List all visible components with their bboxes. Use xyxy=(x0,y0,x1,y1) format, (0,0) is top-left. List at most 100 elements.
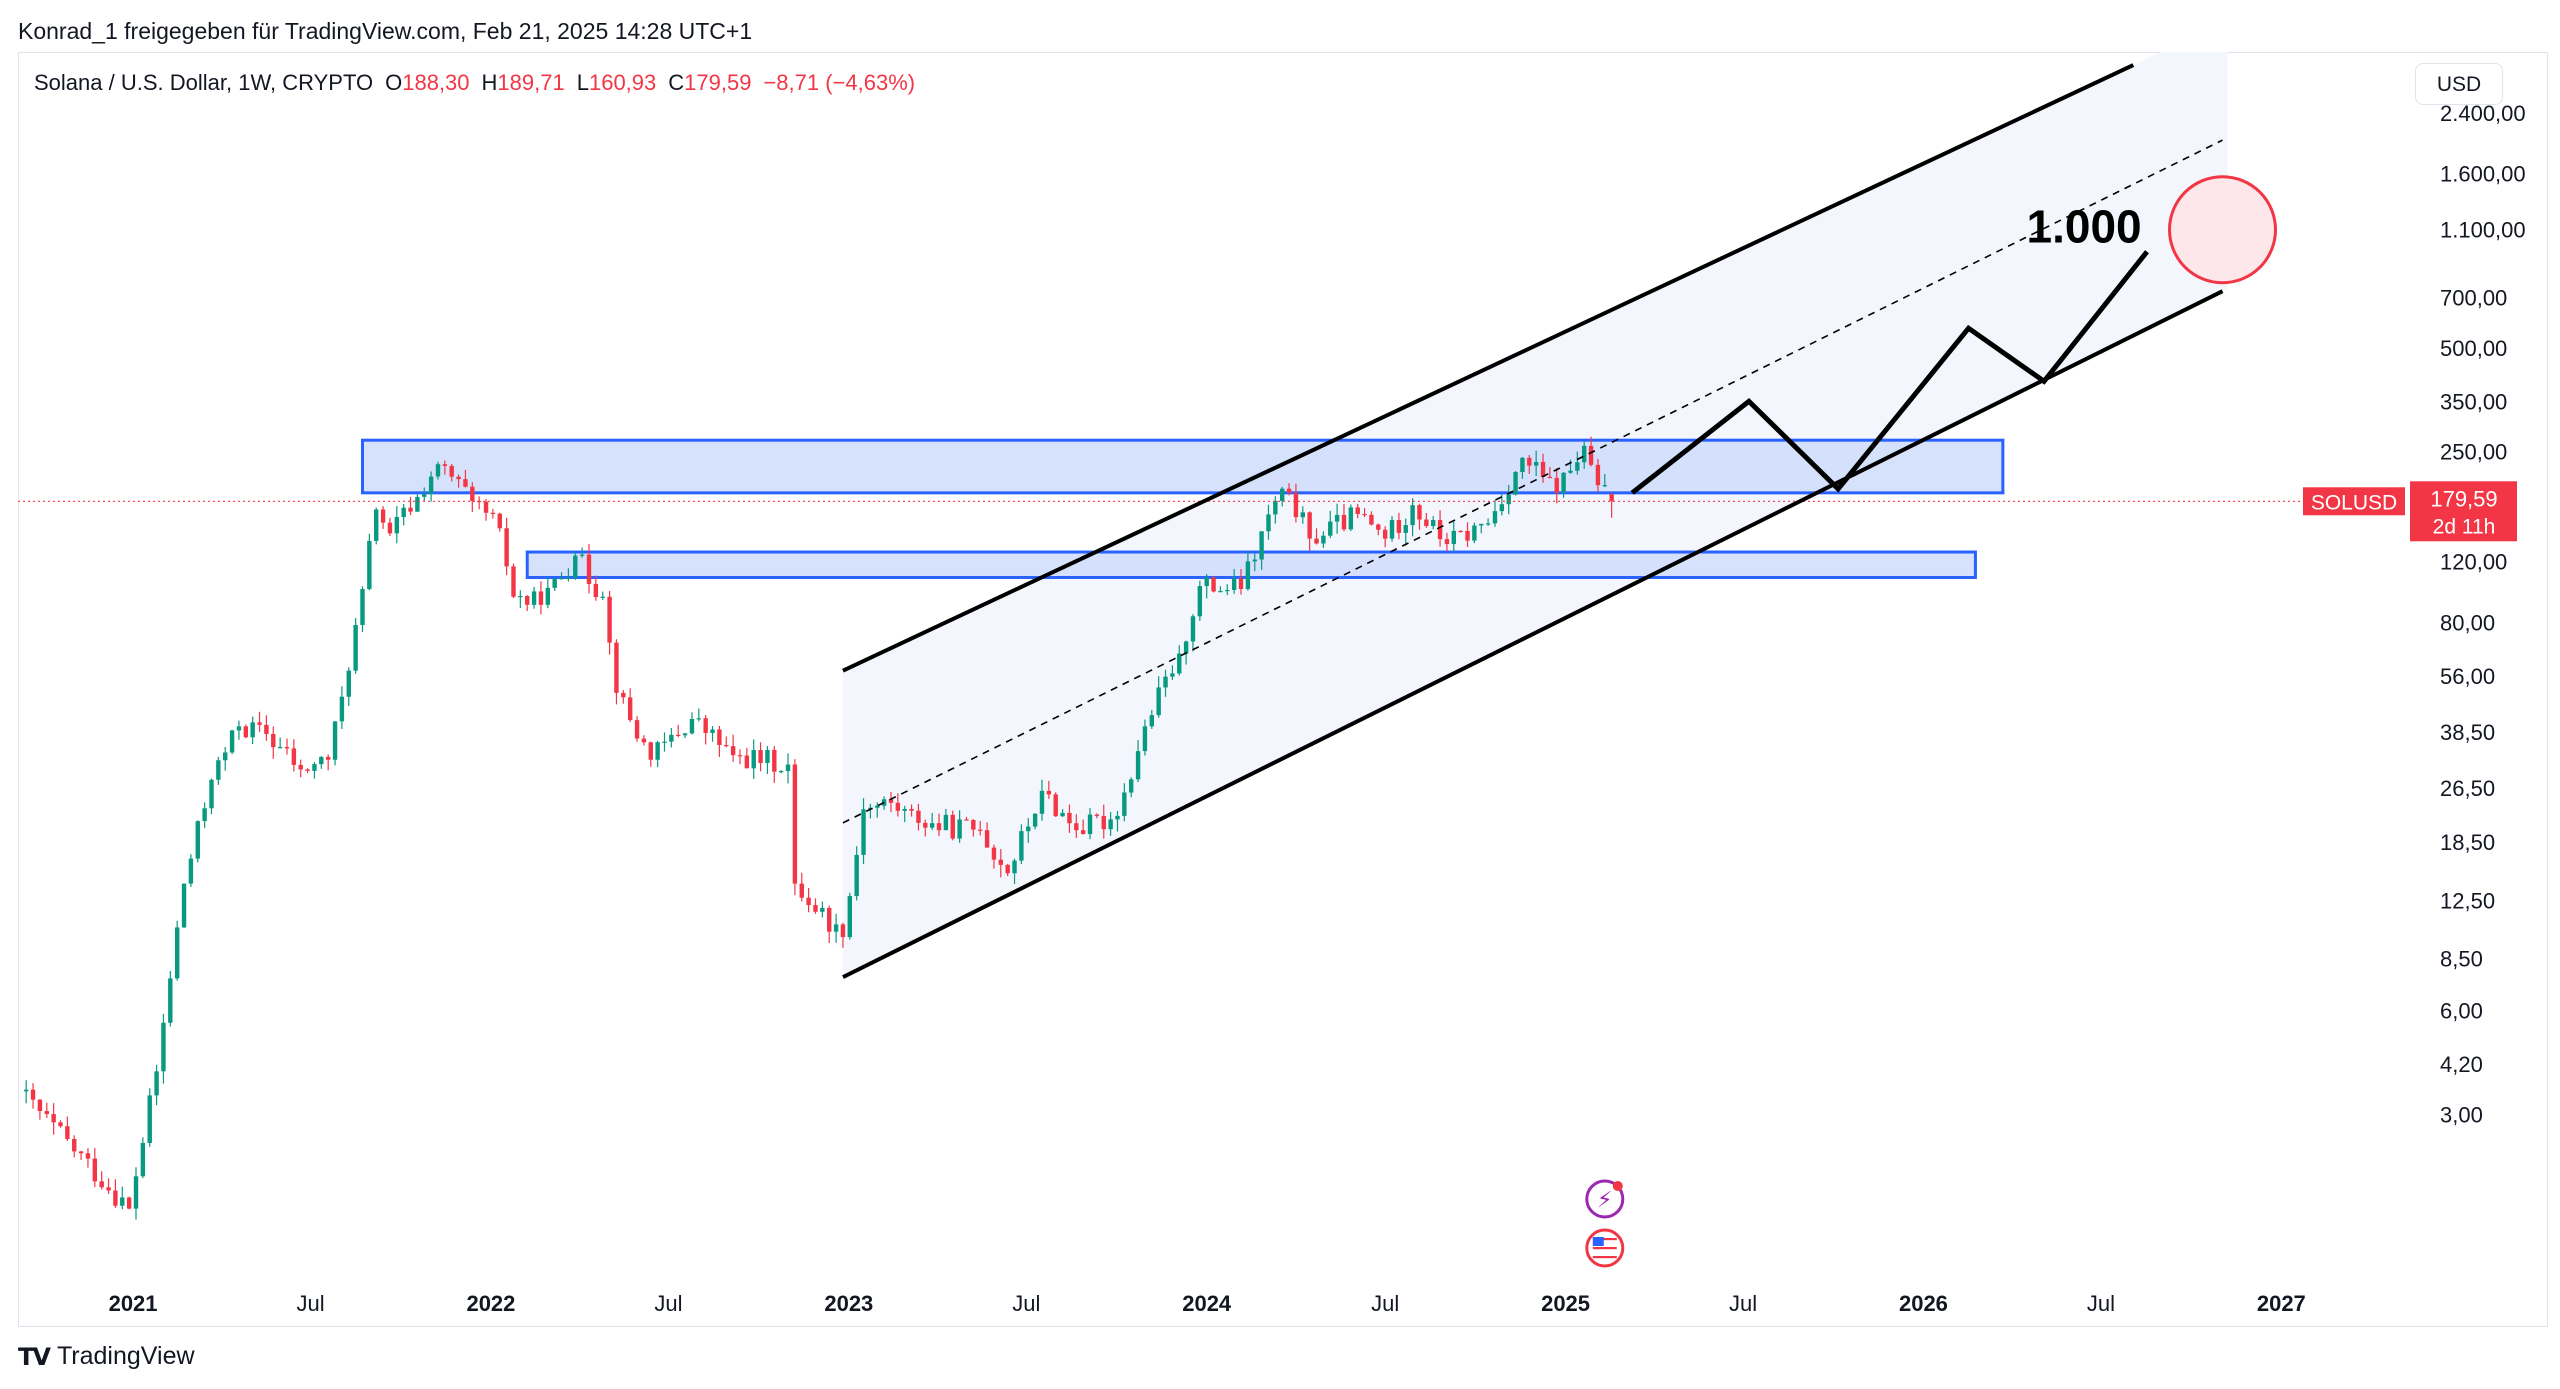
candle-body xyxy=(929,823,935,828)
candle-body xyxy=(1108,819,1113,830)
candle-body xyxy=(51,1114,56,1123)
candle-body xyxy=(305,769,310,771)
candle-body xyxy=(1492,511,1498,524)
candle-body xyxy=(1280,488,1285,501)
candle-body xyxy=(847,896,853,938)
candle-body xyxy=(634,720,640,739)
candle-body xyxy=(1080,830,1086,835)
candle-body xyxy=(1019,831,1024,861)
candle-body xyxy=(978,829,983,831)
candle-body xyxy=(1465,530,1470,541)
tradingview-logo[interactable]: TV TradingView xyxy=(18,1342,195,1371)
candle-body xyxy=(895,802,901,811)
candle-body xyxy=(360,589,365,625)
candle-body xyxy=(463,479,468,487)
candle-body xyxy=(662,741,667,743)
candle-body xyxy=(1458,530,1463,533)
price-tick-label: 4,20 xyxy=(2440,1052,2483,1077)
projection-path xyxy=(1630,250,2149,495)
candle-body xyxy=(888,799,894,803)
candle-body xyxy=(1595,464,1601,486)
candle-body xyxy=(37,1099,43,1112)
candle-body xyxy=(1259,531,1264,560)
candle-body xyxy=(1225,589,1230,592)
candle-body xyxy=(1568,470,1573,473)
share-caption: Konrad_1 freigegeben für TradingView.com… xyxy=(18,18,753,44)
candle-body xyxy=(1245,561,1251,590)
candle-body xyxy=(923,822,928,828)
price-tick-label: 80,00 xyxy=(2440,610,2495,635)
time-tick-label: Jul xyxy=(654,1291,682,1316)
candle-body xyxy=(1389,520,1395,539)
price-tick-label: 12,50 xyxy=(2440,889,2495,914)
channel-lower-line xyxy=(842,289,2224,979)
zone-layer xyxy=(360,438,2005,579)
candle-body xyxy=(676,734,681,737)
time-tick-label: 2023 xyxy=(824,1291,873,1316)
flag-stripe xyxy=(1592,1238,1617,1241)
channel-mid-line xyxy=(842,139,2223,824)
candle-body xyxy=(380,509,386,523)
candle-body xyxy=(1053,794,1058,817)
candle-body xyxy=(223,752,228,761)
price-tick-label: 700,00 xyxy=(2440,285,2507,310)
candle-body xyxy=(957,819,962,839)
time-tick-label: 2024 xyxy=(1182,1291,1232,1316)
candle-body xyxy=(1348,507,1354,530)
symbol-title: Solana / U.S. Dollar, 1W, CRYPTO xyxy=(34,70,374,95)
flag-stripe xyxy=(1592,1251,1617,1254)
candle-body xyxy=(1286,488,1292,493)
candle-body xyxy=(1087,814,1093,835)
candle-body xyxy=(998,859,1004,865)
chart-pane[interactable] xyxy=(18,52,2548,1327)
candle-body xyxy=(291,748,297,765)
candle-body xyxy=(188,858,194,884)
candle-body xyxy=(1307,512,1312,539)
candle-body xyxy=(1575,462,1580,471)
candle-body xyxy=(23,1089,29,1092)
candle-body xyxy=(648,742,653,760)
candle-body xyxy=(1204,577,1209,587)
candle-body xyxy=(703,718,708,734)
high-label: H xyxy=(481,70,498,95)
candle-body xyxy=(552,578,557,588)
candle-body xyxy=(1479,523,1484,526)
candle-body xyxy=(689,719,695,734)
candle-body xyxy=(936,823,942,831)
candle-body xyxy=(1588,445,1594,465)
last-price-tag: SOLUSD 179,59 2d 11h xyxy=(2303,481,2517,542)
candle-body xyxy=(1122,792,1127,816)
price-tick-label: 38,50 xyxy=(2440,720,2495,745)
candle-body xyxy=(257,722,262,725)
candle-body xyxy=(181,883,187,928)
candle-body xyxy=(133,1176,139,1209)
price-tick-label: 56,00 xyxy=(2440,664,2495,689)
candle-body xyxy=(641,738,647,743)
support-zone xyxy=(525,550,1977,579)
candle-body xyxy=(1561,472,1566,493)
candle-body xyxy=(243,726,249,738)
candle-body xyxy=(717,729,722,746)
candle-body xyxy=(1238,578,1244,590)
channel-layer xyxy=(842,52,2228,978)
candle-body xyxy=(504,528,509,567)
candle-body xyxy=(72,1138,77,1152)
candle-body xyxy=(92,1158,98,1182)
candle-body xyxy=(1341,514,1347,530)
price-tick-label: 3,00 xyxy=(2440,1102,2483,1127)
candle-body xyxy=(1554,477,1559,493)
candles-layer xyxy=(23,436,1614,1220)
open-label: O xyxy=(385,70,403,95)
candle-body xyxy=(319,756,324,765)
candle-body xyxy=(264,724,269,735)
candle-body xyxy=(1424,519,1429,526)
candle-body xyxy=(758,750,763,763)
candle-body xyxy=(525,596,530,605)
currency-button[interactable]: USD xyxy=(2415,63,2503,105)
candle-body xyxy=(1177,653,1182,674)
candle-body xyxy=(490,512,496,514)
candle-body xyxy=(1005,864,1010,874)
candle-body xyxy=(827,907,832,932)
candle-body xyxy=(751,750,756,769)
